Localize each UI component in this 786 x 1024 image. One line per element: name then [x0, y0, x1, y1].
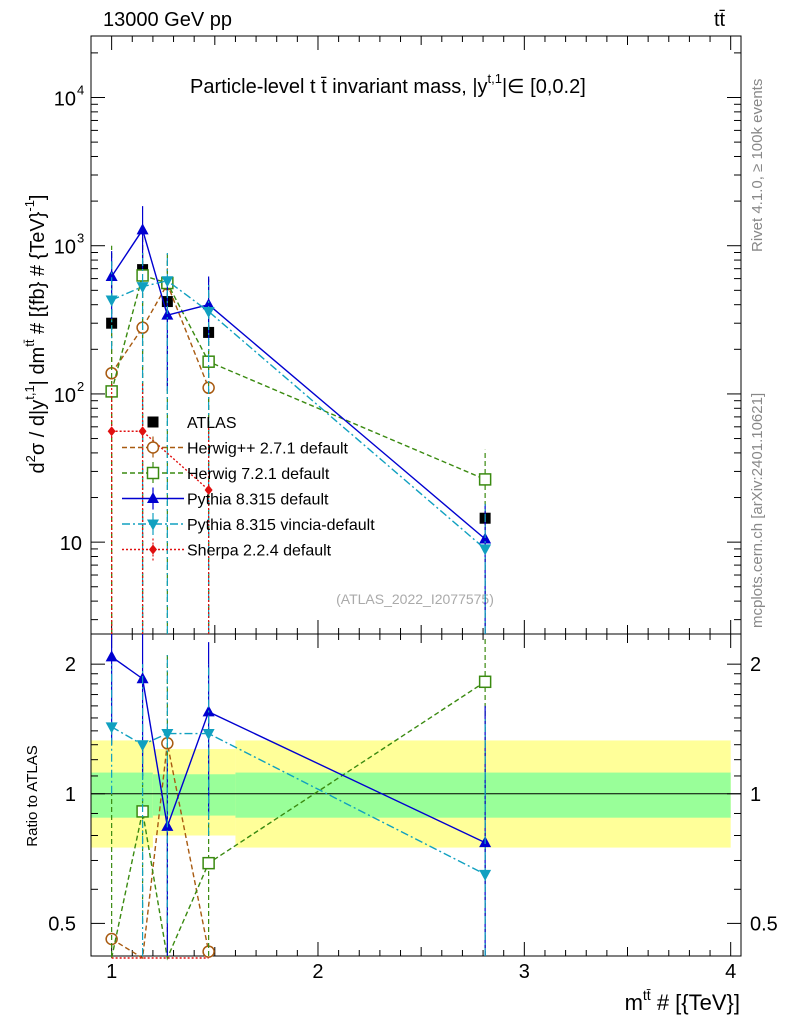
x-tick-label: 1	[106, 961, 117, 983]
y-tick-exponent: 3	[77, 231, 84, 246]
legend-label: Pythia 8.315 default	[187, 492, 329, 509]
y-tick-exponent: 2	[77, 379, 84, 394]
series-3-ratio-point	[202, 729, 215, 741]
series-0-ratio-line	[111, 743, 210, 960]
series-1-ratio-point	[478, 675, 492, 689]
series-3-point	[105, 295, 118, 307]
legend-marker	[146, 441, 160, 454]
ratio-tick-label: 2	[65, 654, 76, 676]
y-tick-exponent: 4	[77, 83, 84, 98]
legend-label: Herwig++ 2.7.1 default	[187, 441, 349, 458]
y-tick-label: 10	[60, 533, 82, 555]
series-3-ratio-point	[105, 722, 118, 734]
series-3-ratio-point	[161, 729, 174, 741]
header-process: tt̄	[714, 9, 726, 31]
rivet-version-label: Rivet 4.1.0, ≥ 100k events	[749, 79, 766, 252]
ratio-tick-label-right: 0.5	[750, 913, 778, 935]
y-tick-label: 10	[54, 237, 76, 259]
series-0-line	[111, 282, 210, 389]
plot-title: Particle-level t t̄ invariant mass, |yt,…	[190, 71, 586, 98]
mcplots-label: mcplots.cern.ch [arXiv:2401.10621]	[749, 393, 766, 628]
legend-label: Sherpa 2.2.4 default	[187, 543, 332, 560]
legend-marker	[147, 416, 159, 428]
series-2-ratio-point	[105, 650, 118, 662]
legend-marker	[147, 492, 159, 503]
series-1-point	[478, 473, 492, 486]
legend-marker	[149, 544, 157, 555]
ratio-tick-label: 1	[65, 784, 76, 806]
legend-marker	[147, 519, 159, 531]
series-1-ratio-point	[202, 856, 215, 870]
legend-label: Herwig 7.2.1 default	[187, 466, 330, 483]
ratio-plot-frame	[90, 633, 742, 957]
x-tick-label: 3	[519, 961, 530, 983]
series-1-point	[105, 385, 118, 398]
series-3-point	[479, 544, 492, 556]
legend-marker	[146, 466, 160, 480]
legend-label: Pythia 8.315 vincia-default	[187, 517, 375, 534]
atlas-data-point	[106, 317, 118, 329]
header-energy: 13000 GeV pp	[103, 9, 232, 31]
analysis-id-label: (ATLAS_2022_I2077575)	[336, 591, 494, 607]
series-1-ratio-line	[110, 681, 486, 961]
y-tick-label: 10	[54, 385, 76, 407]
series-3-ratio-line	[111, 726, 486, 875]
series-4-line	[111, 430, 210, 491]
ratio-tick-label-right: 2	[750, 654, 761, 676]
series-2-point	[202, 298, 215, 310]
series-4-point	[107, 426, 116, 437]
ratio-axis-label: Ratio to ATLAS	[24, 745, 41, 846]
legend-label: ATLAS	[187, 415, 237, 432]
series-3-point	[161, 276, 174, 288]
x-tick-label: 2	[312, 961, 323, 983]
x-tick-label: 4	[725, 961, 736, 983]
ratio-band-inner	[235, 772, 731, 818]
y-tick-label: 10	[54, 89, 76, 111]
series-3-point	[202, 306, 215, 318]
series-2-point	[105, 269, 118, 281]
ratio-tick-label: 0.5	[48, 913, 76, 935]
series-4-point	[204, 484, 213, 495]
y-axis-label: d2σ / d|yt,1| dmtt̄ # [{fb} # {TeV}-1]	[22, 195, 49, 474]
series-3-point	[136, 282, 149, 294]
series-3-ratio-point	[479, 869, 492, 881]
series-2-point	[136, 223, 149, 235]
series-3-ratio-point	[136, 740, 149, 752]
x-axis-label: mtt̄ # [{TeV}]	[625, 987, 740, 1015]
ratio-tick-label-right: 1	[750, 784, 761, 806]
series-4-point	[138, 426, 147, 437]
series-2-point	[161, 308, 174, 320]
ratio-band-inner	[152, 774, 236, 816]
